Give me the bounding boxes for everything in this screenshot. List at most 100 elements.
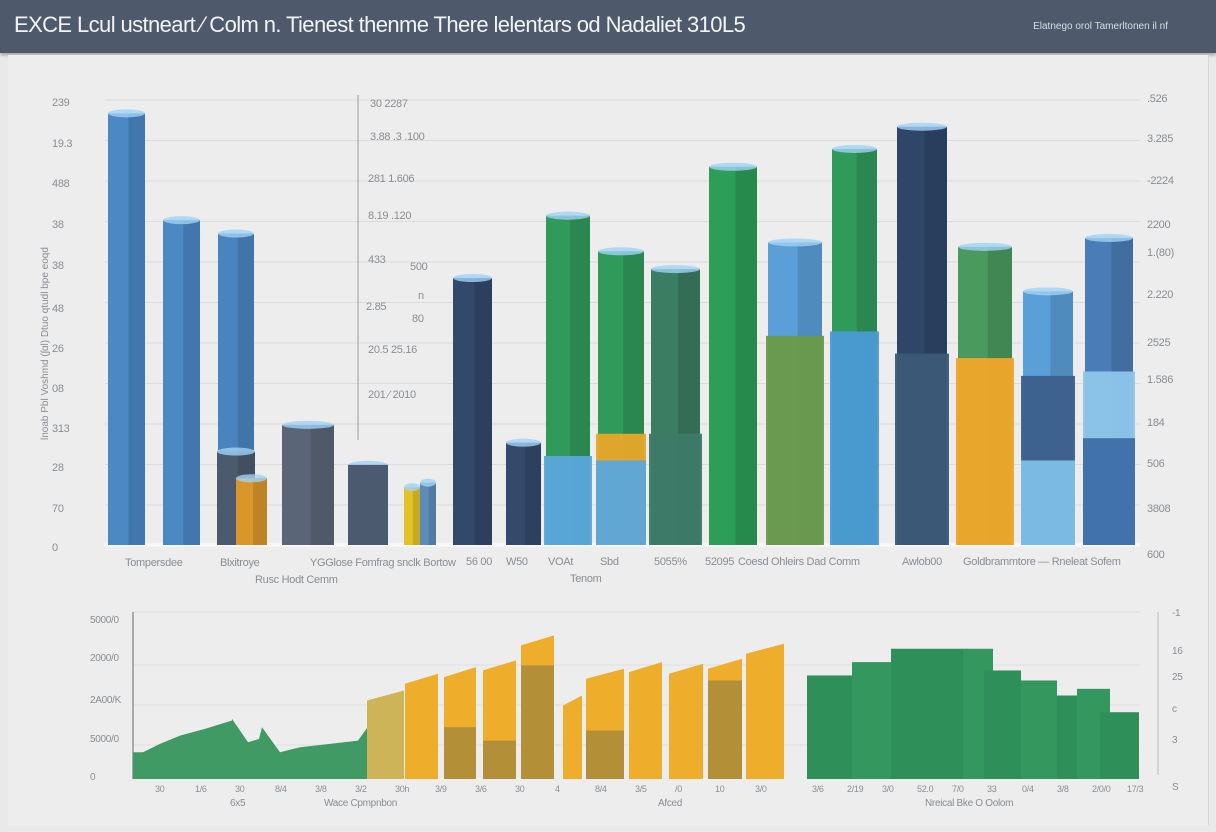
- y-tick-right: 1.586: [1147, 374, 1174, 386]
- x-tick-label: Sbd: [600, 556, 619, 568]
- bottom-x-tick: 3/9: [435, 784, 447, 794]
- bottom-x-tick: 30h: [395, 784, 410, 794]
- bar-segment: [956, 358, 1014, 545]
- bar-inner-segment: [444, 727, 476, 779]
- bar-inner-segment: [708, 680, 742, 779]
- bar-top-cap: [282, 420, 334, 429]
- bar: [108, 113, 145, 545]
- y-tick-right: 2200: [1147, 219, 1171, 231]
- bottom-right-x-tick: 7/0: [952, 784, 964, 794]
- bar-side-shade: [310, 424, 334, 545]
- bar-inner-segment: [483, 740, 516, 779]
- title-bar: EXCE Lcul ustneart ⁄ Colm n. Tienest the…: [0, 0, 1216, 53]
- x-tick-label: Tenom: [570, 573, 602, 585]
- bar: [506, 442, 541, 545]
- bottom-x-tick: 3/6: [475, 784, 487, 794]
- bar-segment: [830, 331, 879, 545]
- bottom-x-tick: 30: [515, 784, 525, 794]
- x-tick-label: 56 00: [466, 556, 493, 568]
- y-tick-left: 38: [52, 219, 64, 231]
- bottom-x-tick: 8/4: [595, 784, 607, 794]
- bar: [236, 478, 267, 545]
- bar-top-cap: [832, 144, 877, 153]
- bottom-x-tick: 3/8: [315, 784, 327, 794]
- yellow-bar: [405, 673, 438, 779]
- bottom-right-x-tick: 2/19: [847, 784, 864, 794]
- bottom-x-label: Wace Cpmpnbon: [324, 798, 397, 809]
- chart-title: EXCE Lcul ustneart ⁄ Colm n. Tienest the…: [14, 12, 746, 37]
- bar: [709, 166, 757, 545]
- y-tick-left: 70: [52, 503, 64, 515]
- y-tick-left: 48: [52, 303, 64, 315]
- x-tick-label: YGGlose Fomfrag snclk Bortow: [310, 557, 456, 569]
- bottom-right-x-tick: 17/3: [1127, 784, 1144, 794]
- y-tick-right: 3.285: [1147, 133, 1174, 145]
- y-tick-right: 184: [1147, 417, 1165, 429]
- y-tick-left: 0: [52, 542, 58, 554]
- bar: [404, 487, 420, 545]
- green-bar: [1057, 695, 1077, 779]
- y-tick-mid: 500: [410, 261, 428, 273]
- bar-side-shade: [183, 220, 200, 545]
- bottom-x-label: 6x5: [230, 798, 246, 809]
- bottom-y-tick: 5000/0: [90, 615, 119, 626]
- top-chart-y-axis-title: lnoab Pbl Voshmd (ʃɑl) Dtuo qtudl bpe eo…: [40, 247, 51, 440]
- bottom-x-tick: 3/5: [635, 784, 647, 794]
- y-tick-mid: 433: [368, 254, 386, 266]
- x-tick-label: Rusc Hodt Cemm: [255, 574, 338, 586]
- bottom-x-tick: /0: [675, 784, 682, 794]
- bottom-right-y-tick: c: [1172, 704, 1177, 715]
- bottom-x-tick: 1/6: [195, 784, 207, 794]
- y-tick-mid: 8.19 .120: [368, 210, 412, 222]
- bottom-right-x-tick: 0/4: [1022, 784, 1034, 794]
- bottom-y-tick: 2A00/K: [90, 695, 122, 706]
- bar-segment: [1021, 460, 1075, 545]
- y-tick-right: 2525: [1147, 337, 1171, 349]
- bottom-x-tick: 8/4: [275, 784, 287, 794]
- bar-side-shade: [128, 113, 145, 545]
- bar-segment: [544, 456, 592, 545]
- bottom-right-x-tick: 52.0: [917, 784, 934, 794]
- green-bar: [807, 675, 852, 779]
- x-tick-label: Goldbrammtore — Rneleat Sofem: [963, 556, 1121, 568]
- bottom-x-label: Afced: [658, 798, 683, 809]
- bar: [420, 482, 436, 545]
- bar-top-cap: [163, 216, 200, 225]
- bar-top-cap: [598, 247, 644, 256]
- x-tick-label: Tompersdee: [125, 557, 183, 569]
- bar-inner-segment: [521, 665, 554, 779]
- y-tick-mid: 30 2287: [370, 98, 408, 110]
- yellow-bar: [746, 643, 784, 779]
- bar-side-shade: [525, 442, 541, 545]
- bar-segment: [596, 460, 646, 545]
- y-tick-right: -2224: [1147, 175, 1174, 187]
- bar-segment: [649, 433, 702, 545]
- bar-top-cap: [546, 211, 590, 220]
- bar: [282, 424, 334, 545]
- y-tick-left: 19.3: [52, 138, 73, 150]
- y-tick-left: 313: [52, 423, 70, 435]
- bar-top-cap: [897, 122, 947, 131]
- bar-side-shade: [253, 478, 267, 545]
- bar-top-cap: [404, 483, 420, 492]
- yellow-bar: [563, 695, 582, 779]
- y-tick-mid: 201 ⁄ 2010: [368, 389, 416, 401]
- x-tick-label: W50: [506, 556, 528, 568]
- bottom-right-y-tick: 3: [1172, 735, 1178, 746]
- bar-side-shade: [428, 482, 436, 545]
- x-tick-label: 52095: [705, 556, 735, 568]
- bar-segment: [1083, 438, 1135, 545]
- bar-inner-segment: [586, 730, 624, 779]
- y-tick-left: 239: [52, 97, 70, 109]
- y-tick-right: 600: [1147, 549, 1165, 561]
- y-tick-left: 26: [52, 343, 64, 355]
- y-tick-mid: 281 1.606: [368, 173, 415, 185]
- y-tick-left: 38: [52, 260, 64, 272]
- header-subtitle: Elatnego orol Tamerltonen il nf: [1033, 21, 1168, 32]
- bottom-x-tick: 10: [715, 784, 725, 794]
- green-bar: [891, 648, 963, 779]
- bottom-y-tick: 2000/0: [90, 653, 119, 664]
- bottom-x-tick: 3/0: [755, 784, 767, 794]
- bottom-right-x-tick: 33: [987, 784, 997, 794]
- bottom-x-tick: 30: [235, 784, 245, 794]
